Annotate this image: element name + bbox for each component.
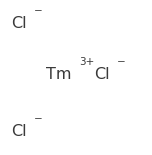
Text: Tm: Tm (46, 67, 71, 82)
Text: Cl: Cl (11, 16, 26, 31)
Text: −: − (33, 6, 42, 16)
Text: Cl: Cl (94, 67, 110, 82)
Text: 3+: 3+ (79, 57, 94, 67)
Text: Cl: Cl (11, 124, 26, 139)
Text: −: − (117, 57, 126, 67)
Text: −: − (33, 114, 42, 124)
